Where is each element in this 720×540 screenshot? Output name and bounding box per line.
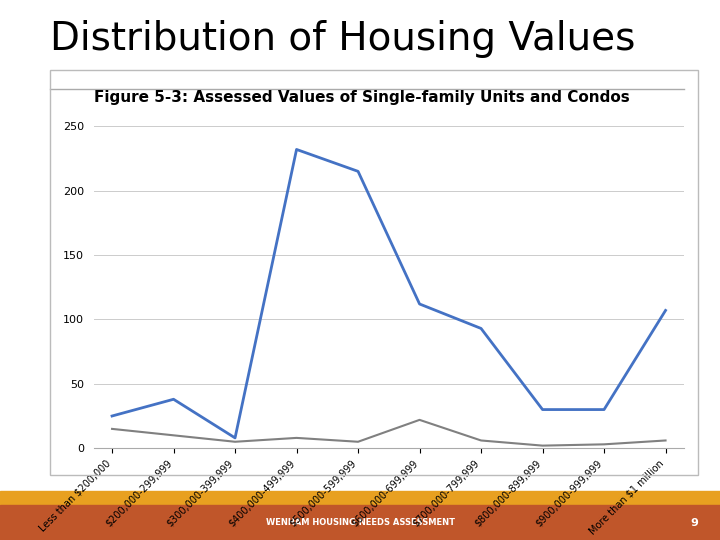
Text: Figure 5-3: Assessed Values of Single-family Units and Condos: Figure 5-3: Assessed Values of Single-fa…	[94, 90, 629, 105]
Bar	[0, 491, 720, 505]
Text: Distribution of Housing Values: Distribution of Housing Values	[50, 20, 636, 58]
Text: WENHAM HOUSING NEEDS ASSESSMENT: WENHAM HOUSING NEEDS ASSESSMENT	[266, 518, 454, 528]
Text: 9: 9	[690, 518, 698, 528]
Bar	[0, 505, 720, 540]
